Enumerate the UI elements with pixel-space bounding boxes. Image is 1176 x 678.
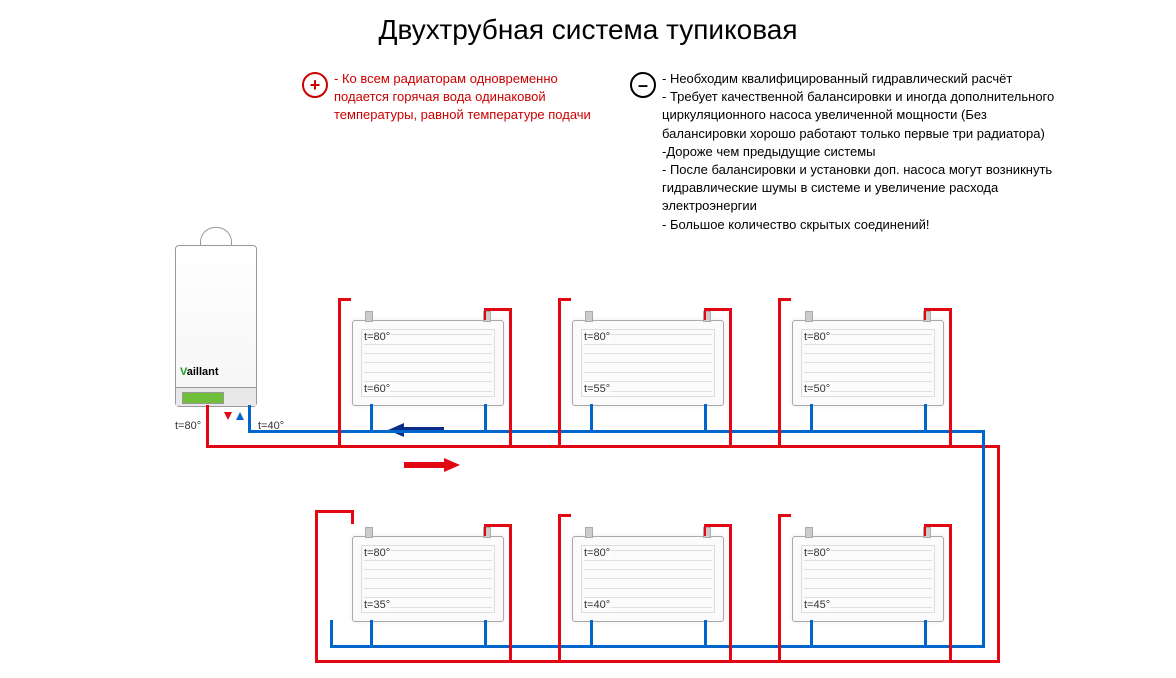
cons-line: - Необходим квалифицированный гидравличе…	[662, 70, 1072, 88]
rad-temp-in: t=80°	[583, 547, 611, 559]
pipe-cold	[484, 404, 487, 430]
boiler-panel	[176, 387, 256, 406]
brand-v: V	[180, 366, 187, 378]
rad-temp-out: t=40°	[583, 599, 611, 611]
rad-conn-hot	[704, 526, 706, 536]
boiler-hanger	[200, 227, 232, 246]
rad-conn-hot	[484, 310, 486, 320]
pipe-cold	[370, 620, 373, 645]
pipe-hot	[704, 524, 729, 527]
pipe-hot	[484, 524, 509, 527]
pipe-hot	[558, 298, 561, 445]
rad-temp-out: t=35°	[363, 599, 391, 611]
radiator: t=80° t=35°	[352, 536, 504, 622]
rad-conn-hot	[704, 310, 706, 320]
radiator: t=80° t=45°	[792, 536, 944, 622]
pipe-hot	[338, 298, 351, 301]
pipe-hot	[509, 524, 512, 660]
plus-glyph: +	[310, 76, 321, 94]
boiler-logo: Vaillant	[180, 366, 219, 378]
radiator: t=80° t=40°	[572, 536, 724, 622]
pipe-hot	[924, 308, 949, 311]
pipe-hot	[778, 514, 791, 517]
pipe-hot	[997, 445, 1000, 660]
rad-temp-out: t=55°	[583, 383, 611, 395]
pipe-cold	[982, 430, 985, 645]
pipe-hot	[558, 298, 571, 301]
radiator: t=80° t=55°	[572, 320, 724, 406]
pipe-hot	[206, 405, 209, 445]
boiler: Vaillant	[175, 245, 257, 407]
rad-conn-hot	[924, 310, 926, 320]
page-title: Двухтрубная система тупиковая	[0, 14, 1176, 46]
pipe-hot	[778, 514, 781, 660]
pipe-hot	[558, 514, 561, 660]
pipe-cold	[590, 620, 593, 645]
pros-text: - Ко всем радиаторам одновременно подает…	[334, 70, 614, 125]
pipe-cold	[810, 404, 813, 430]
radiator-nub	[585, 311, 593, 322]
pipe-hot	[206, 445, 997, 448]
cons-line: -Дороже чем предыдущие системы	[662, 143, 1072, 161]
pipe-hot	[509, 308, 512, 445]
cons-line: - Требует качественной балансировки и ин…	[662, 88, 1072, 143]
rad-conn-hot	[484, 526, 486, 536]
boiler-supply-temp: t=80°	[174, 420, 202, 432]
rad-temp-in: t=80°	[363, 547, 391, 559]
radiator-nub	[365, 527, 373, 538]
small-arrow-down-icon	[224, 412, 232, 420]
rad-temp-in: t=80°	[363, 331, 391, 343]
pipe-hot	[949, 308, 952, 445]
pipe-cold	[924, 404, 927, 430]
radiator-nub	[805, 527, 813, 538]
pipe-hot	[484, 308, 509, 311]
pipe-hot	[949, 524, 952, 660]
pipe-hot	[924, 524, 949, 527]
brand-rest: aillant	[187, 366, 219, 378]
cons-line: - Большое количество скрытых соединений!	[662, 216, 1072, 234]
minus-icon: –	[630, 72, 656, 98]
pipe-hot	[338, 298, 341, 445]
pipe-hot	[351, 510, 354, 524]
pipe-cold	[484, 620, 487, 645]
rad-temp-in: t=80°	[583, 331, 611, 343]
pipe-cold	[248, 405, 251, 430]
rad-temp-in: t=80°	[803, 331, 831, 343]
pipe-cold	[330, 645, 985, 648]
pipe-hot	[729, 308, 732, 445]
pipe-hot	[315, 510, 318, 663]
pipe-cold	[330, 620, 333, 645]
pipe-hot	[729, 524, 732, 660]
rad-temp-in: t=80°	[803, 547, 831, 559]
cons-line: - После балансировки и установки доп. на…	[662, 161, 1072, 216]
minus-glyph: –	[638, 76, 648, 94]
radiator-nub	[585, 527, 593, 538]
pipe-hot	[315, 660, 1000, 663]
rad-temp-out: t=50°	[803, 383, 831, 395]
pipe-hot	[558, 514, 571, 517]
radiator-nub	[805, 311, 813, 322]
flow-arrow-supply-icon	[444, 458, 460, 472]
radiator-nub	[365, 311, 373, 322]
pipe-cold	[370, 404, 373, 430]
pipe-cold	[924, 620, 927, 645]
pipe-cold	[704, 404, 707, 430]
boiler-body: Vaillant	[175, 245, 257, 407]
small-arrow-up-icon	[236, 412, 244, 420]
rad-temp-out: t=45°	[803, 599, 831, 611]
rad-temp-out: t=60°	[363, 383, 391, 395]
pipe-hot	[778, 298, 781, 445]
pipe-hot	[778, 298, 791, 301]
radiator: t=80° t=60°	[352, 320, 504, 406]
plus-icon: +	[302, 72, 328, 98]
pipe-cold	[810, 620, 813, 645]
rad-conn-hot	[924, 526, 926, 536]
pipe-hot	[704, 308, 729, 311]
pipe-cold	[248, 430, 982, 433]
pipe-cold	[590, 404, 593, 430]
pipe-hot	[315, 510, 351, 513]
cons-text: - Необходим квалифицированный гидравличе…	[662, 70, 1072, 234]
radiator: t=80° t=50°	[792, 320, 944, 406]
pipe-cold	[704, 620, 707, 645]
